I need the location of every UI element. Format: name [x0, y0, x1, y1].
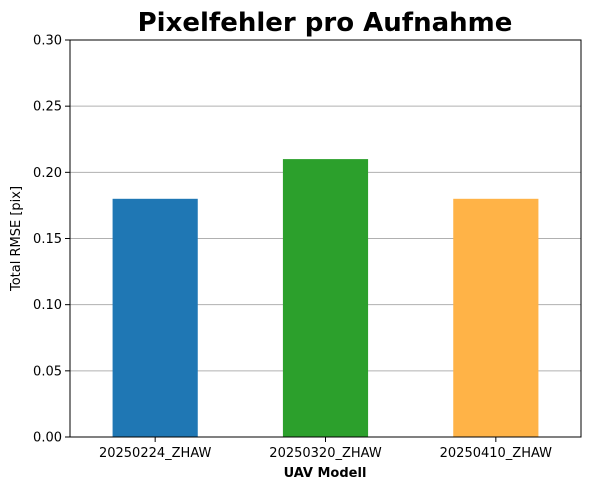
- x-axis-ticks: 20250224_ZHAW 20250320_ZHAW 20250410_ZHAW: [99, 437, 552, 461]
- y-axis-ticks: 0.00 0.05 0.10 0.15 0.20 0.25 0.30: [33, 34, 70, 446]
- x-axis-label: UAV Modell: [284, 466, 367, 481]
- y-tick-label: 0.25: [33, 100, 62, 115]
- y-tick-label: 0.15: [33, 232, 62, 247]
- x-tick-label: 20250224_ZHAW: [99, 446, 212, 461]
- y-tick-label: 0.00: [33, 431, 62, 446]
- y-tick-label: 0.20: [33, 166, 62, 181]
- bar: [282, 159, 369, 437]
- bar: [453, 198, 539, 437]
- y-axis-label: Total RMSE [pix]: [9, 186, 24, 292]
- bars: [112, 159, 539, 437]
- y-tick-label: 0.10: [33, 298, 62, 313]
- x-tick-label: 20250320_ZHAW: [269, 446, 382, 461]
- y-tick-label: 0.30: [33, 34, 62, 49]
- bar: [112, 198, 198, 437]
- y-tick-label: 0.05: [33, 364, 62, 379]
- chart-title: Pixelfehler pro Aufnahme: [138, 8, 513, 38]
- x-tick-label: 20250410_ZHAW: [440, 446, 553, 461]
